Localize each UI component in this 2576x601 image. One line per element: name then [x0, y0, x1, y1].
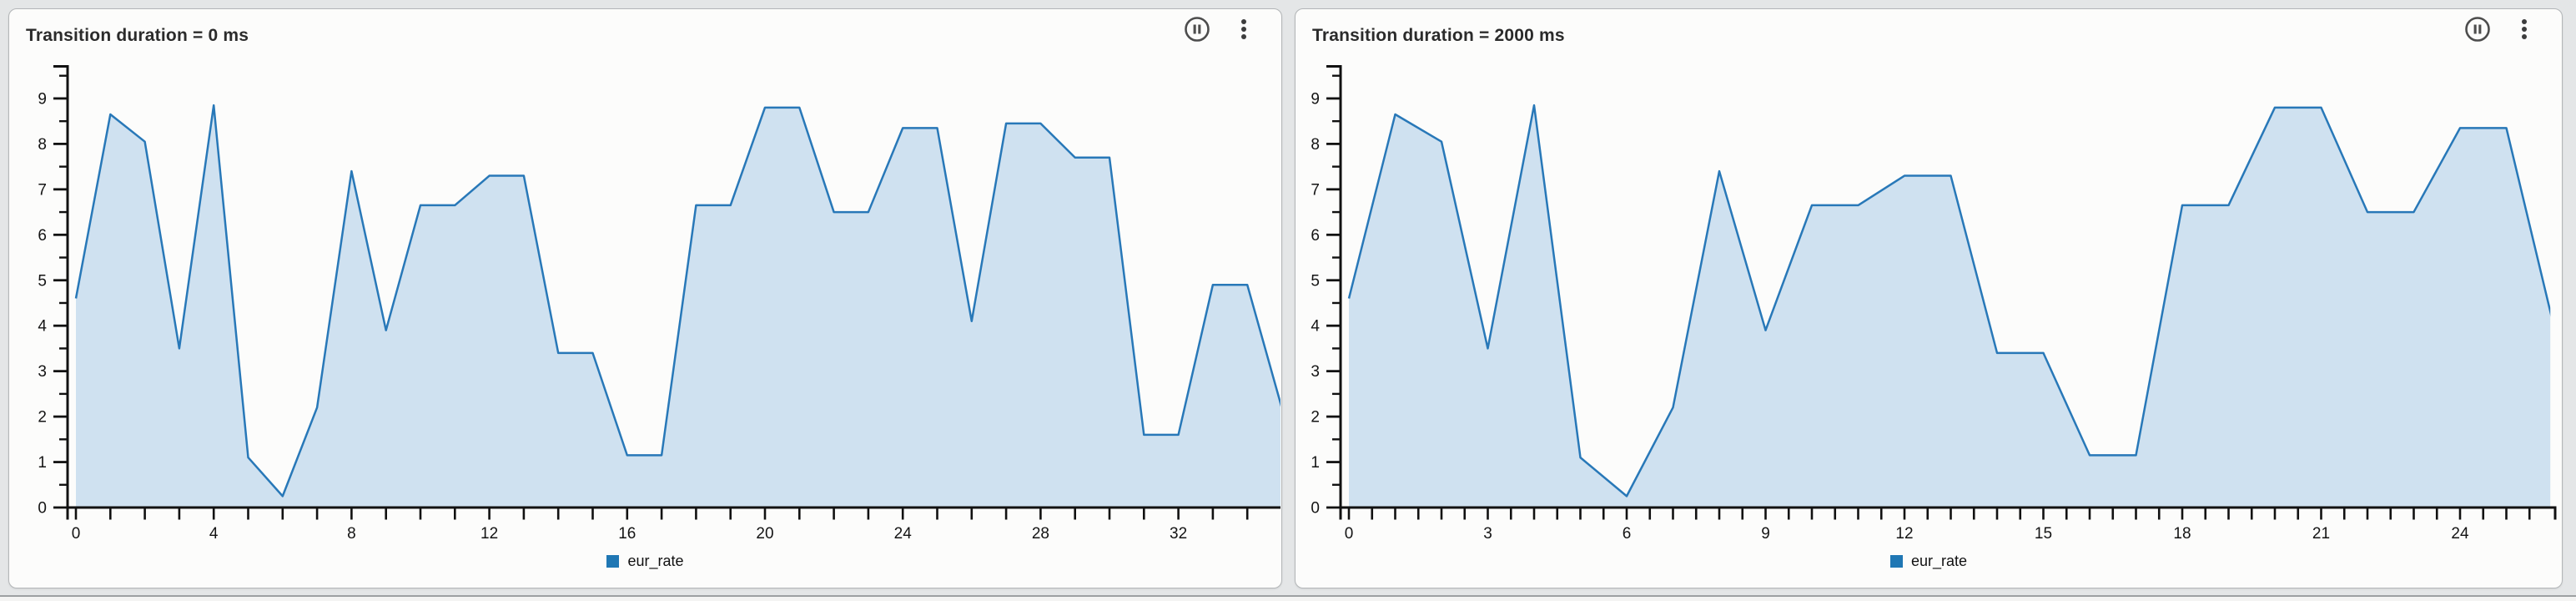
y-tick-label: 0	[38, 500, 47, 518]
pause-circle-icon	[2463, 15, 2492, 46]
x-tick-label: 9	[1761, 525, 1770, 543]
y-tick-label: 5	[38, 272, 47, 290]
x-tick-label: 21	[2312, 525, 2330, 543]
x-tick-label: 15	[2035, 525, 2052, 543]
y-tick-label: 4	[1311, 318, 1320, 336]
x-tick-label: 3	[1483, 525, 1492, 543]
x-tick-label: 4	[209, 525, 219, 543]
y-tick-label: 4	[38, 318, 47, 336]
legend-swatch	[1889, 555, 1903, 568]
next-row-edge	[0, 595, 2576, 601]
panel-transition-0ms: 0 4 8 12 16 20 24 28 32 0 1 2 3 4 5 6 7 8 9 Transition dur…	[8, 8, 1282, 588]
pause-circle-icon	[1183, 15, 1211, 46]
y-tick-label: 8	[38, 136, 47, 154]
y-tick-label: 1	[38, 454, 47, 472]
x-tick-label: 18	[2173, 525, 2191, 543]
area-series	[1347, 104, 2551, 508]
y-tick-label: 1	[1311, 454, 1320, 472]
pause-button[interactable]	[1183, 16, 1211, 44]
x-axis: 0 3 6 9 12 15 18 21 24	[1339, 508, 2557, 543]
area-series	[74, 104, 1280, 508]
kebab-menu-icon	[2510, 15, 2538, 46]
y-tick-label: 5	[1311, 272, 1320, 290]
legend-label: eur_rate	[627, 553, 684, 569]
panel-transition-2000ms: 0 3 6 9 12 15 18 21 24 0 1 2 3 4 5 6 7 8 9 Transition dura…	[1295, 8, 2563, 588]
x-tick-label: 8	[347, 525, 356, 543]
y-tick-label: 6	[1311, 227, 1320, 245]
x-tick-label: 12	[1895, 525, 1913, 543]
y-tick-label: 7	[1311, 181, 1320, 199]
kebab-menu-icon	[1230, 15, 1258, 46]
legend-label: eur_rate	[1910, 553, 1968, 569]
y-tick-label: 9	[38, 90, 47, 108]
pause-button[interactable]	[2463, 16, 2492, 44]
x-tick-label: 24	[894, 525, 913, 543]
y-tick-label: 8	[1311, 136, 1320, 154]
y-tick-label: 2	[38, 409, 47, 427]
y-tick-label: 0	[1311, 500, 1320, 518]
y-axis: 0 1 2 3 4 5 6 7 8 9	[1311, 74, 1340, 518]
y-tick-label: 7	[38, 181, 47, 199]
x-tick-label: 20	[756, 525, 773, 543]
panel-menu-button[interactable]	[2510, 16, 2538, 44]
x-tick-label: 6	[1623, 525, 1632, 543]
x-tick-label: 12	[480, 525, 498, 543]
x-tick-label: 24	[2451, 525, 2469, 543]
y-tick-label: 3	[1311, 363, 1320, 381]
x-tick-label: 16	[618, 525, 636, 543]
y-tick-label: 3	[38, 363, 47, 381]
y-tick-label: 6	[38, 227, 47, 245]
x-tick-label: 0	[72, 525, 81, 543]
panel-title: Transition duration = 0 ms	[26, 26, 249, 45]
x-tick-label: 28	[1032, 525, 1049, 543]
y-axis: 0 1 2 3 4 5 6 7 8 9	[38, 74, 67, 518]
y-tick-label: 9	[1311, 90, 1320, 108]
x-axis: 0 4 8 12 16 20 24 28 32	[66, 508, 1249, 543]
x-tick-label: 32	[1170, 525, 1187, 543]
panel-menu-button[interactable]	[1230, 16, 1258, 44]
y-tick-label: 2	[1311, 409, 1320, 427]
panel-title: Transition duration = 2000 ms	[1312, 26, 1565, 45]
legend-swatch	[606, 555, 620, 568]
legend: eur_rate	[1296, 553, 2562, 570]
legend: eur_rate	[9, 553, 1281, 570]
x-tick-label: 0	[1345, 525, 1354, 543]
